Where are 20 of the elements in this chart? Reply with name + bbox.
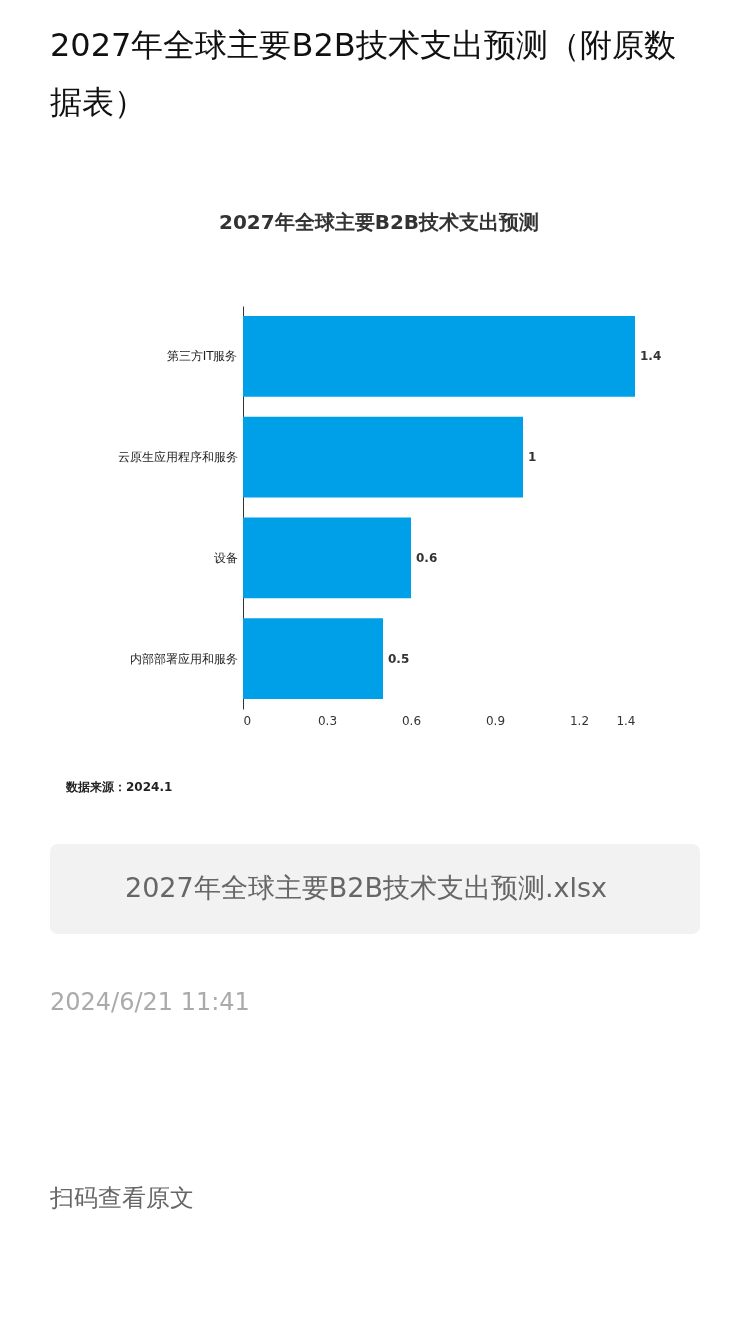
data-label: 1 bbox=[528, 450, 537, 465]
x-tick-label: 0.3 bbox=[317, 713, 338, 728]
text: 扫码查看原文 bbox=[49, 1184, 194, 1212]
y-tick-label: 云原生应用程序和服务 bbox=[117, 450, 238, 465]
x-tick-label: 1.4 bbox=[616, 713, 636, 728]
data-label: 0.6 bbox=[416, 550, 438, 565]
data-label: 0.5 bbox=[388, 651, 410, 666]
chart-title: 2027年全球主要B2B技术支出预测（附原数据表） bbox=[50, 26, 676, 121]
x-tick-label: 0.6 bbox=[401, 713, 422, 728]
text: 2024/6/21 11:41 bbox=[50, 988, 250, 1016]
x-tick-label: 0.9 bbox=[485, 713, 506, 728]
source-note: 数据来源：2024.1 bbox=[65, 780, 173, 794]
text: 2027年全球主要B2B技术支出预测.xlsx bbox=[125, 872, 608, 903]
y-tick-label: 设备 bbox=[213, 550, 238, 565]
chart-subtitle: 2027年全球主要B2B技术支出预测 bbox=[218, 210, 540, 234]
y-tick-label: 内部部署应用和服务 bbox=[129, 651, 238, 666]
y-tick-label: 第三方IT服务 bbox=[166, 349, 238, 364]
x-tick-label: 1.2 bbox=[569, 713, 590, 728]
data-label: 1.4 bbox=[640, 349, 662, 364]
x-tick-label: 0 bbox=[243, 713, 252, 728]
